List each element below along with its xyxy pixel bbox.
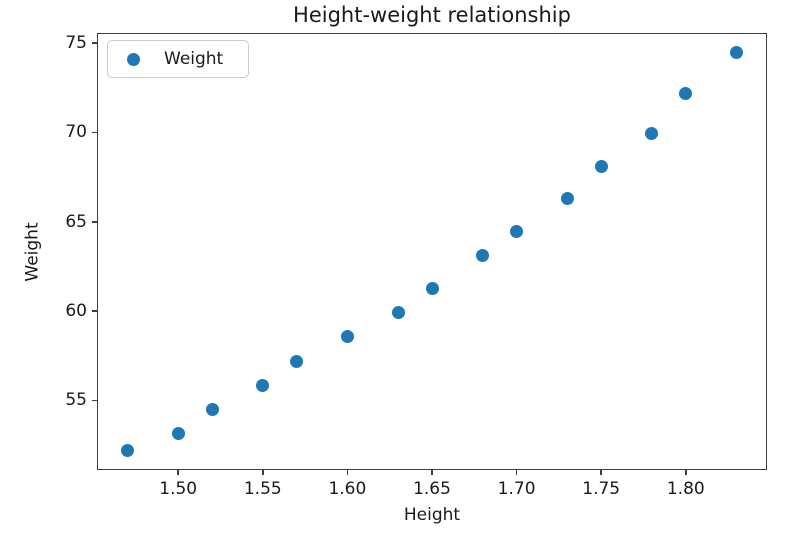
x-tick-mark xyxy=(177,470,179,475)
scatter-point xyxy=(205,403,219,417)
scatter-point xyxy=(679,86,693,100)
x-tick-mark xyxy=(685,470,687,475)
x-tick-mark xyxy=(600,470,602,475)
x-tick-mark xyxy=(262,470,264,475)
scatter-point xyxy=(425,281,439,295)
y-tick-label: 75 xyxy=(65,33,87,54)
scatter-point xyxy=(256,378,270,392)
scatter-point xyxy=(510,224,524,238)
y-tick-mark xyxy=(92,42,97,44)
x-tick-label: 1.65 xyxy=(413,479,451,499)
scatter-point xyxy=(594,159,608,173)
y-tick-mark xyxy=(92,221,97,223)
chart-title: Height-weight relationship xyxy=(293,3,571,27)
x-axis-label: Height xyxy=(403,505,461,525)
y-tick-mark xyxy=(92,131,97,134)
y-tick-label: 55 xyxy=(65,390,87,411)
y-tick-label: 65 xyxy=(65,211,87,232)
legend-label: Weight xyxy=(164,49,224,69)
x-tick-label: 1.55 xyxy=(243,479,282,499)
scatter-point xyxy=(645,127,659,141)
x-tick-mark xyxy=(346,470,349,475)
y-axis-label-text: Weight xyxy=(22,222,43,282)
y-tick-label: 70 xyxy=(65,122,87,143)
scatter-point xyxy=(476,249,490,263)
y-tick-mark xyxy=(92,310,97,312)
y-tick-mark xyxy=(92,399,97,402)
scatter-point xyxy=(560,192,574,206)
scatter-point xyxy=(340,330,354,344)
x-tick-label: 1.50 xyxy=(159,479,198,499)
legend: Weight xyxy=(107,40,249,78)
x-tick-mark xyxy=(431,470,433,475)
x-tick-mark xyxy=(515,470,518,475)
scatter-point xyxy=(171,427,185,441)
x-tick-label: 1.60 xyxy=(328,479,367,499)
scatter-point xyxy=(120,443,134,457)
scatter-point xyxy=(730,46,744,60)
scatter-point xyxy=(391,305,405,319)
scatter-point xyxy=(290,354,304,368)
x-tick-label: 1.75 xyxy=(582,479,621,499)
y-tick-label: 60 xyxy=(65,301,87,322)
x-tick-label: 1.70 xyxy=(497,479,536,499)
legend-marker-dot xyxy=(127,52,140,66)
plot-area xyxy=(97,33,767,470)
x-tick-label: 1.80 xyxy=(666,479,705,499)
